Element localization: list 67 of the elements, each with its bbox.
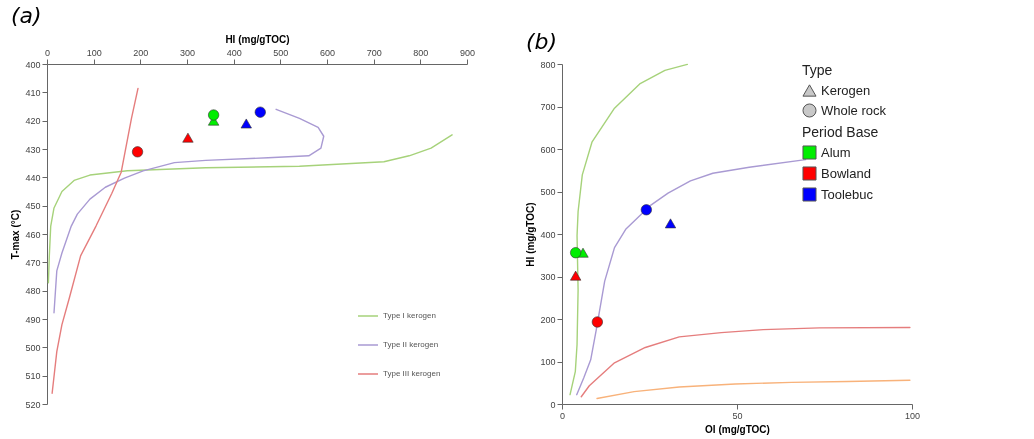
x-tick-label: 400 (226, 47, 242, 58)
chart-title: (b) (525, 29, 558, 54)
point (240, 118, 252, 129)
y-tick-label: 490 (25, 314, 41, 325)
y-tick-label: 450 (25, 201, 41, 212)
point (182, 132, 194, 143)
chart-title: (a) (10, 3, 42, 28)
x-tick-label: 0 (44, 47, 51, 58)
text: Type (802, 62, 833, 78)
line-series (47, 134, 453, 284)
point (640, 204, 652, 216)
x-tick-label: 50 (732, 410, 743, 421)
y-tick-label: 470 (25, 257, 41, 268)
y-tick-label: 400 (540, 229, 556, 240)
y-tick-label: 440 (25, 172, 41, 183)
x-tick-label: 300 (179, 47, 196, 58)
x-tick-label: 200 (133, 47, 149, 58)
y-axis-title: T-max (°C) (10, 209, 22, 260)
line-series (580, 326, 911, 398)
y-tick-label: 100 (540, 357, 556, 367)
legend-label: Type I kerogen (383, 311, 436, 320)
point (591, 316, 603, 328)
y-tick-label: 460 (25, 229, 41, 240)
point (664, 218, 677, 229)
x-axis-title: HI (mg/gTOC) (225, 33, 290, 45)
y-tick-label: 300 (540, 272, 556, 282)
y-tick-label: 420 (25, 116, 41, 127)
point (208, 109, 220, 121)
legend-label: Toolebuc (821, 186, 874, 202)
x-tick-label: 500 (273, 47, 289, 58)
line-series (53, 108, 325, 314)
y-tick-label: 520 (25, 399, 41, 410)
y-tick-label: 0 (550, 399, 556, 410)
legend-label: Alum (821, 144, 851, 160)
line-series (596, 379, 911, 400)
legend-label: Type III kerogen (383, 369, 441, 378)
line-series (51, 87, 139, 394)
x-tick-label: 600 (319, 47, 336, 58)
x-axis-title: OI (mg/gTOC) (705, 423, 770, 435)
y-axis-title: HI (mg/gTOC) (525, 202, 537, 267)
y-tick-label: 410 (25, 87, 41, 98)
point (570, 247, 582, 259)
x-tick-label: 100 (904, 410, 921, 421)
y-tick-label: 430 (25, 144, 41, 155)
x-tick-label: 700 (366, 47, 382, 58)
text: Period Base (802, 124, 879, 140)
y-tick-label: 800 (540, 59, 556, 70)
point (254, 106, 266, 118)
y-tick-label: 700 (540, 102, 556, 112)
y-tick-label: 480 (25, 286, 41, 297)
x-tick-label: 100 (86, 47, 102, 58)
y-tick-label: 510 (25, 371, 41, 382)
x-tick-label: 900 (459, 47, 476, 58)
annotation: Kerogen (821, 82, 871, 98)
y-tick-label: 200 (540, 314, 556, 325)
legend-label: Type II kerogen (383, 340, 439, 349)
line-series (569, 63, 688, 396)
x-tick-label: 800 (413, 47, 429, 58)
annotation: Whole rock (821, 102, 887, 118)
legend-label: Bowland (821, 165, 871, 181)
point (131, 146, 144, 158)
point (570, 270, 582, 281)
y-tick-label: 500 (25, 342, 41, 353)
y-tick-label: 400 (25, 59, 41, 70)
x-tick-label: 0 (559, 410, 566, 421)
y-tick-label: 600 (540, 144, 556, 155)
y-tick-label: 500 (540, 187, 556, 197)
